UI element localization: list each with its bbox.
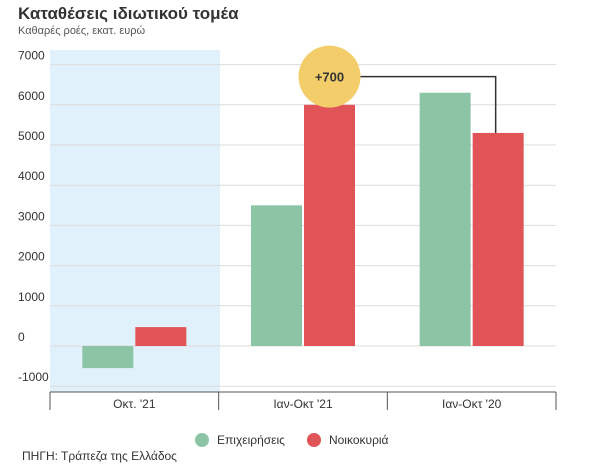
y-tick-label: 2000: [18, 250, 45, 264]
y-tick-label: 3000: [18, 209, 45, 223]
bar-companies-1: [251, 205, 302, 346]
y-axis-ticks: -1000 0 1000 2000 3000 4000 5000 6000 7000: [18, 49, 49, 385]
highlight-band: [50, 50, 220, 392]
x-category-label: Ιαν-Οκτ '20: [442, 397, 502, 411]
y-tick-label: -1000: [18, 370, 49, 384]
y-tick-label: 5000: [18, 129, 45, 143]
chart-subtitle: Καθαρές ροές, εκατ. ευρώ: [18, 25, 146, 37]
bar-households-1: [304, 104, 355, 346]
bar-companies-0: [82, 346, 134, 369]
legend: Επιχειρήσεις Νοικοκυριά: [195, 433, 411, 447]
bar-chart: -1000 0 1000 2000 3000 4000 5000 6000 7000 Οκτ. …: [18, 45, 557, 411]
bar-households-0: [135, 327, 187, 346]
legend-item-households: Νοικοκυριά: [306, 433, 389, 447]
y-tick-label: 4000: [18, 169, 45, 183]
chart-title: Καταθέσεις ιδιωτικού τομέα: [18, 4, 239, 23]
y-tick-label: 0: [18, 330, 25, 344]
annotation-label: +700: [315, 70, 344, 85]
annotation-bubble: [298, 45, 361, 108]
annotation-bracket: [329, 75, 497, 133]
y-tick-label: 1000: [18, 290, 45, 304]
legend-item-companies: Επιχειρήσεις: [195, 433, 285, 447]
legend-label-households: Νοικοκυριά: [328, 433, 389, 447]
bar-companies-2: [419, 92, 471, 347]
y-tick-label: 7000: [18, 49, 45, 63]
y-tick-label: 6000: [18, 89, 45, 103]
source-note: ΠΗΓΗ: Τράπεζα της Ελλάδος: [22, 449, 177, 463]
x-category-label: Οκτ. '21: [113, 397, 156, 411]
legend-label-companies: Επιχειρήσεις: [217, 433, 285, 447]
legend-swatch-companies: [195, 433, 209, 447]
bars: [82, 92, 524, 369]
x-category-label: Ιαν-Οκτ '21: [273, 397, 333, 411]
annotation: +700: [298, 45, 497, 133]
gridlines: [50, 64, 556, 387]
legend-swatch-households: [306, 433, 321, 447]
x-axis: Οκτ. '21 Ιαν-Οκτ '21 Ιαν-Οκτ '20: [49, 391, 557, 411]
bar-households-2: [472, 132, 524, 346]
